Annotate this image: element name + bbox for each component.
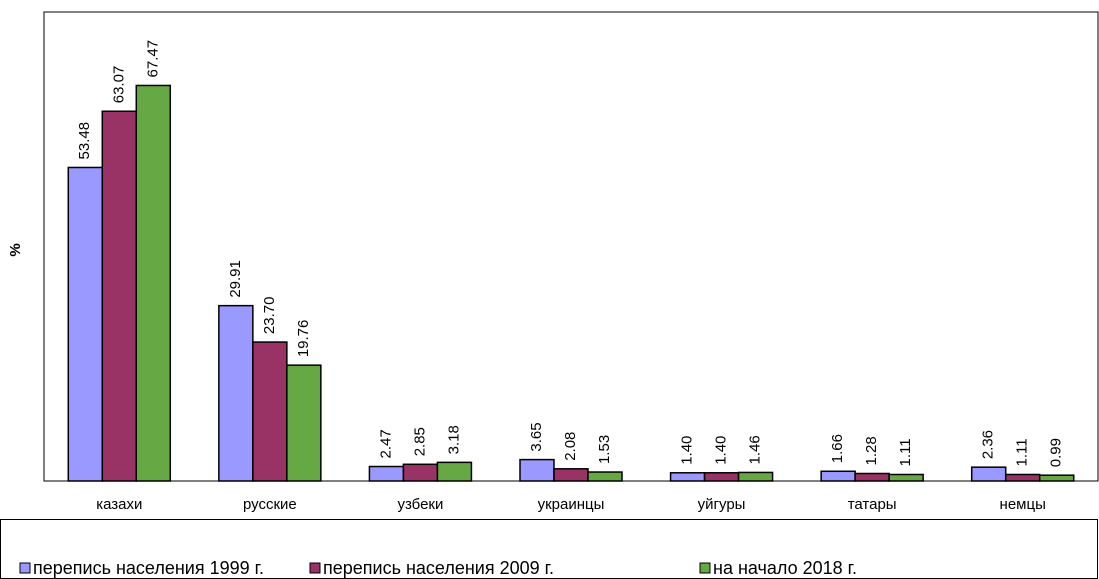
x-tick-label: узбеки bbox=[397, 496, 443, 513]
bar bbox=[519, 458, 555, 482]
bar bbox=[820, 470, 856, 482]
data-label: 1.11 bbox=[897, 438, 914, 466]
data-label: 23.70 bbox=[261, 297, 278, 335]
data-label: 1.40 bbox=[679, 436, 696, 465]
data-label: 67.47 bbox=[144, 40, 161, 78]
data-label: 1.53 bbox=[596, 435, 613, 464]
data-label: 3.18 bbox=[445, 425, 462, 454]
legend-label: на начало 2018 г. bbox=[713, 558, 857, 578]
data-label: 0.99 bbox=[1048, 438, 1065, 467]
bar bbox=[286, 364, 322, 482]
x-tick-label: уйгуры bbox=[698, 496, 746, 513]
bar bbox=[218, 304, 254, 482]
data-label: 63.07 bbox=[110, 66, 127, 104]
bar bbox=[970, 466, 1007, 482]
bar bbox=[436, 461, 473, 482]
bar bbox=[1038, 474, 1075, 482]
bar bbox=[587, 471, 623, 482]
bar bbox=[888, 473, 924, 482]
data-label: 3.65 bbox=[528, 422, 545, 451]
bar bbox=[737, 471, 774, 482]
data-label: 2.08 bbox=[562, 432, 579, 461]
legend-label: перепись населения 1999 г. bbox=[33, 558, 264, 578]
y-axis-label: % bbox=[7, 243, 24, 256]
x-tick-label: татары bbox=[848, 496, 897, 513]
bar bbox=[854, 472, 890, 482]
data-label: 1.66 bbox=[829, 434, 846, 463]
x-tick-label: украинцы bbox=[538, 496, 605, 513]
data-label: 1.28 bbox=[863, 436, 880, 465]
bar bbox=[101, 110, 138, 482]
x-tick-label: русские bbox=[243, 496, 297, 513]
plot-frame bbox=[43, 11, 1099, 482]
legend-swatch bbox=[699, 562, 711, 574]
data-label: 1.40 bbox=[713, 436, 730, 465]
bar bbox=[553, 468, 589, 482]
bar bbox=[703, 472, 740, 482]
data-label: 53.48 bbox=[76, 122, 93, 160]
bar bbox=[402, 463, 439, 482]
data-label: 1.46 bbox=[747, 435, 764, 464]
bar bbox=[252, 341, 288, 482]
bar bbox=[67, 166, 104, 482]
bar bbox=[669, 472, 706, 482]
bar bbox=[1004, 473, 1041, 482]
bar bbox=[368, 465, 405, 482]
x-tick-label: казахи bbox=[96, 496, 142, 513]
data-label: 2.47 bbox=[377, 429, 394, 458]
data-label: 2.85 bbox=[411, 427, 428, 456]
data-label: 29.91 bbox=[227, 260, 244, 298]
legend-swatch bbox=[19, 562, 31, 574]
legend-swatch bbox=[309, 562, 321, 574]
data-label: 2.36 bbox=[980, 430, 997, 459]
x-tick-label: немцы bbox=[1000, 496, 1046, 513]
data-label: 1.11 bbox=[1014, 438, 1031, 466]
legend-label: перепись населения 2009 г. bbox=[323, 558, 554, 578]
bar bbox=[135, 84, 172, 482]
data-label: 19.76 bbox=[295, 320, 312, 358]
